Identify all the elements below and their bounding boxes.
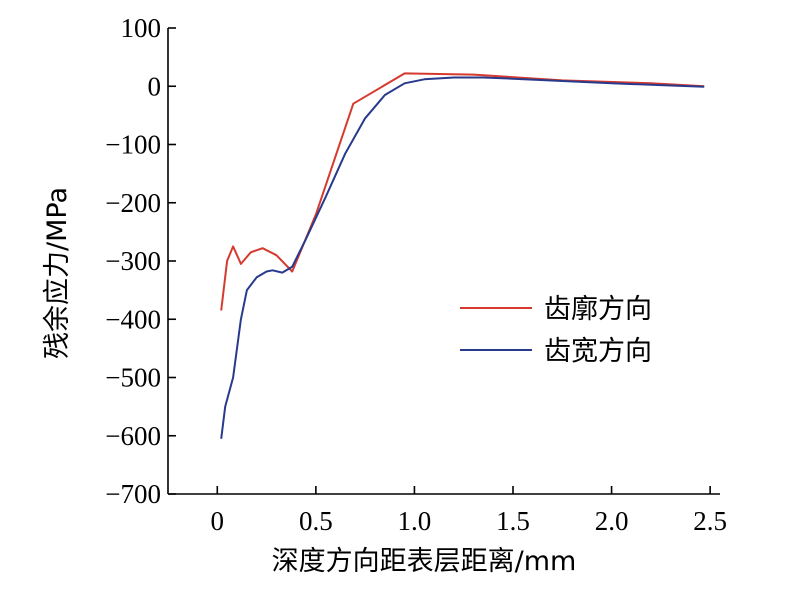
series-line-2 — [220, 76, 705, 439]
x-tick-label: 2.0 — [595, 506, 629, 536]
y-ticks: 100 0 −100 −200 −300 −400 −500 −600 −700 — [105, 13, 176, 509]
y-tick-label: −100 — [105, 130, 161, 160]
x-tick-label: 2.5 — [693, 506, 727, 536]
x-axis-title: 深度方向距表层距离/mm — [272, 546, 577, 577]
y-tick-label: 100 — [121, 13, 162, 43]
y-tick-label: 0 — [148, 71, 162, 101]
y-tick-label: −300 — [105, 246, 161, 276]
x-tick-label: 0 — [211, 506, 225, 536]
x-tick-label: 1.5 — [496, 506, 530, 536]
x-tick-label: 1.0 — [398, 506, 432, 536]
plot-series — [220, 72, 705, 439]
y-tick-label: −500 — [105, 363, 161, 393]
y-axis-title: 残余应力/MPa — [42, 187, 73, 359]
y-tick-label: −600 — [105, 421, 161, 451]
legend-label-2: 齿宽方向 — [544, 336, 652, 367]
x-ticks: 0 0.5 1.0 1.5 2.0 2.5 — [211, 486, 727, 536]
y-tick-label: −700 — [105, 479, 161, 509]
axes — [167, 28, 720, 495]
legend-label-1: 齿廓方向 — [544, 294, 652, 325]
y-tick-label: −200 — [105, 188, 161, 218]
series-line-1 — [220, 72, 705, 311]
x-tick-label: 0.5 — [299, 506, 333, 536]
y-tick-label: −400 — [105, 304, 161, 334]
